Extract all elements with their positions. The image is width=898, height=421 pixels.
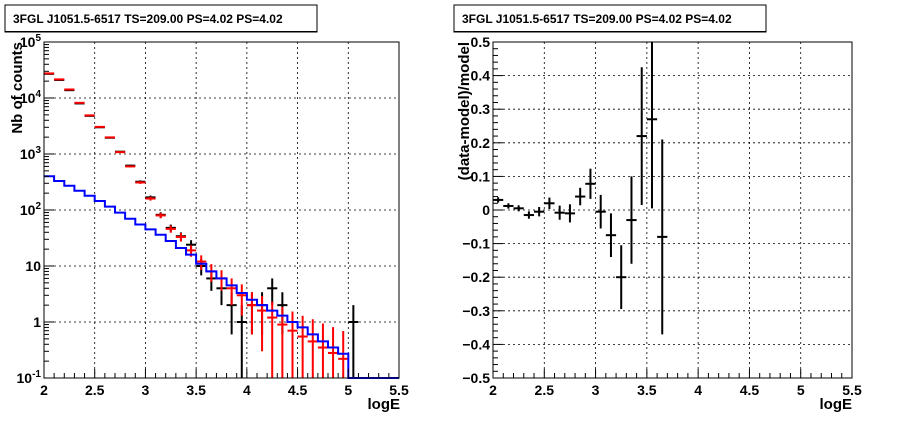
left-data-point (297, 315, 308, 378)
left-data-point (307, 319, 318, 378)
right-y-tick-label: 0 (482, 202, 490, 218)
left-data-point (175, 233, 186, 242)
left-data-point (125, 165, 136, 168)
left-data-point (236, 284, 247, 316)
left-panel: 3FGL J1051.5-6517 TS=209.00 PS=4.02 PS=4… (4, 4, 409, 413)
left-data-point (267, 301, 278, 378)
right-grid (493, 42, 852, 378)
right-x-tick-label: 2.5 (535, 382, 555, 398)
right-series (493, 42, 668, 335)
right-data-point (523, 211, 535, 219)
left-series (44, 72, 399, 379)
left-y-tick-label: 10-1 (17, 369, 42, 386)
left-data-point (74, 101, 85, 104)
right-data-point (564, 204, 576, 223)
left-y-axis-label: Nb of counts (9, 42, 26, 134)
left-ticks: 2 2.5 3 3.5 4 4.5 5 5.5 10-1 1 10 102 103 104 105 (17, 33, 409, 398)
right-y-tick-label: 0.5 (471, 34, 491, 50)
left-x-tick-label: 3 (142, 382, 150, 398)
right-data-point (636, 67, 647, 205)
right-data-point (575, 187, 586, 206)
right-x-tick-label: 5 (797, 382, 805, 398)
right-panel: 3FGL J1051.5-6517 TS=209.00 PS=4.02 PS=4… (453, 4, 862, 413)
left-data-point (94, 125, 105, 128)
right-y-tick-label: 0.3 (471, 101, 491, 117)
right-data-point (534, 206, 545, 217)
right-x-tick-label: 3 (592, 382, 600, 398)
left-data-point (328, 327, 339, 378)
left-data-point (348, 305, 359, 378)
left-data-point (104, 136, 115, 139)
left-data-point (196, 255, 207, 270)
left-chart-title: 3FGL J1051.5-6517 TS=209.00 PS=4.02 PS=4… (13, 12, 283, 26)
left-data-point (317, 323, 328, 378)
left-data-point (226, 278, 237, 306)
left-y-tick-label: 102 (20, 201, 42, 218)
right-data-point (626, 176, 637, 264)
left-x-tick-label: 2.5 (85, 382, 105, 398)
left-x-axis-label: logE (368, 396, 401, 413)
left-y-tick-label: 10 (25, 258, 41, 274)
right-data-point (493, 197, 504, 203)
left-x-tick-label: 3.5 (186, 382, 206, 398)
left-data-point (155, 212, 166, 219)
right-chart-title: 3FGL J1051.5-6517 TS=209.00 PS=4.02 PS=4… (462, 12, 732, 26)
right-y-axis-label: (data-model)/model (456, 42, 473, 180)
left-y-tick-label: 105 (20, 33, 42, 50)
left-grid (44, 42, 399, 378)
right-data-point (605, 213, 617, 258)
right-data-point (554, 205, 565, 220)
left-y-tick-label: 103 (20, 145, 42, 162)
right-data-point (585, 168, 596, 199)
right-data-point (595, 194, 606, 229)
left-title-box (4, 4, 318, 33)
right-data-point (616, 245, 627, 310)
right-data-point (544, 197, 555, 209)
right-y-tick-label: −0.3 (462, 303, 490, 319)
right-x-tick-label: 2 (489, 382, 497, 398)
right-x-tick-label: 5.5 (842, 382, 862, 398)
right-ticks: 2 2.5 3 3.5 4 4.5 5 5.5 −0.5 −0.4 −0.3 −0.2 −0.1 0 0.1… (462, 34, 862, 398)
left-data-point (277, 307, 288, 378)
left-data-point (115, 151, 126, 154)
left-model-step-line (44, 175, 399, 379)
left-data-point (84, 114, 95, 117)
right-y-tick-label: −0.1 (462, 236, 490, 252)
right-y-tick-label: −0.2 (462, 269, 490, 285)
left-data-point (267, 278, 278, 306)
right-y-tick-label: 0.1 (471, 168, 491, 184)
right-x-tick-label: 4.5 (740, 382, 760, 398)
right-x-axis-label: logE (820, 396, 853, 413)
right-y-tick-label: 0.2 (471, 135, 491, 151)
right-x-tick-label: 4 (694, 382, 702, 398)
left-y-tick-label: 1 (33, 314, 41, 330)
right-title-box (453, 4, 767, 33)
left-x-tick-label: 2 (40, 382, 48, 398)
left-data-point (165, 225, 176, 233)
right-x-tick-label: 3.5 (637, 382, 657, 398)
left-data-point (236, 305, 247, 378)
left-data-point (145, 196, 156, 201)
left-y-tick-label: 104 (20, 89, 42, 106)
right-data-point (646, 42, 658, 209)
left-x-tick-label: 4 (243, 382, 251, 398)
left-x-tick-label: 4.5 (288, 382, 308, 398)
right-data-point (503, 203, 514, 209)
right-y-tick-label: −0.4 (462, 336, 490, 352)
left-x-tick-label: 5.5 (389, 382, 409, 398)
right-y-tick-label: 0.4 (471, 68, 491, 84)
left-x-tick-label: 5 (344, 382, 352, 398)
left-data-point (135, 181, 146, 184)
right-y-tick-label: −0.5 (462, 370, 490, 386)
right-data-point (513, 205, 524, 212)
left-data-point (246, 292, 257, 335)
right-data-point (657, 139, 668, 335)
